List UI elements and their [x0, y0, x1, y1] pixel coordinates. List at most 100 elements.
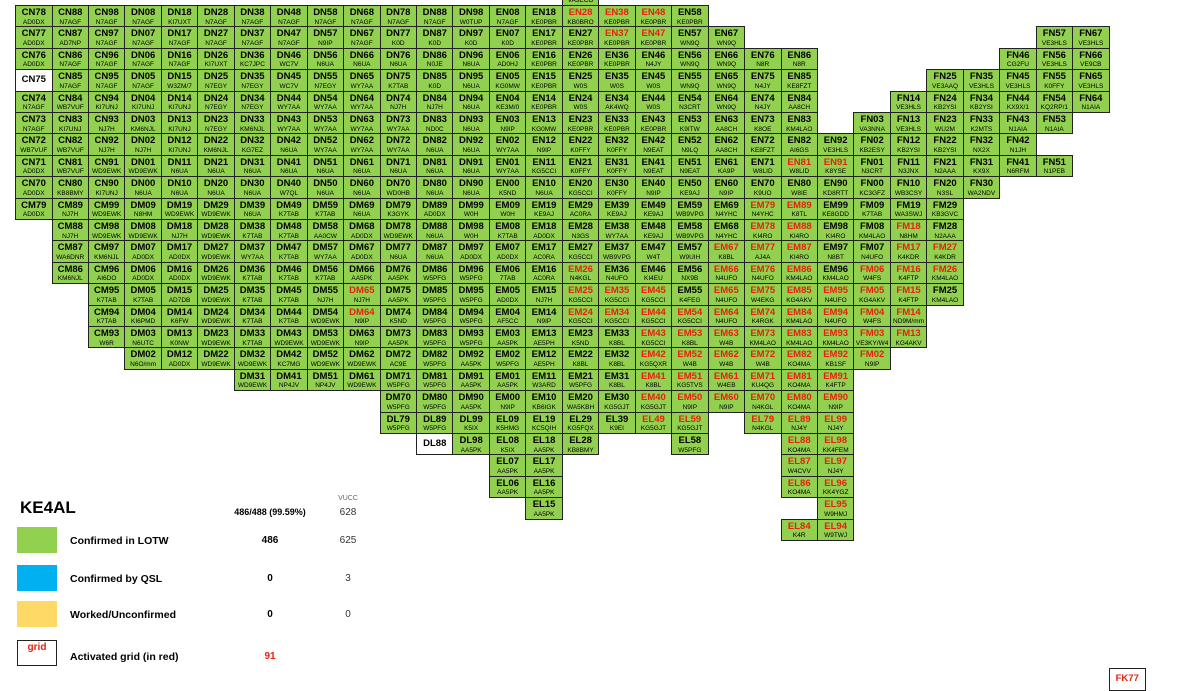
grid-cell: FM09 K7TAB: [853, 197, 891, 220]
grid-callsign: K7TAB: [278, 318, 299, 326]
grid-square: CM97: [93, 242, 120, 254]
grid-square: DM78: [385, 221, 411, 232]
grid-square: DN73: [386, 114, 411, 125]
grid-square: EN34: [605, 92, 629, 104]
grid-callsign: N4UFO: [715, 275, 738, 283]
grid-cell: EL17 AA5PK: [525, 454, 563, 477]
grid-cell: FN66 VE9CB: [1072, 47, 1110, 71]
grid-cell: EM35 KG5CCI: [598, 283, 636, 306]
grid-cell: EN51 N9EAT: [671, 154, 709, 178]
grid-callsign: N7AGF: [241, 39, 264, 47]
grid-cell: EM36 N4UFO: [598, 261, 636, 285]
grid-callsign: N7AGF: [132, 61, 154, 69]
grid-square: EN74: [750, 92, 775, 104]
swatch-qsl: [17, 565, 57, 591]
grid-cell: CN85 N7AGF: [51, 69, 89, 92]
grid-cell: DM91 AA5PK: [452, 368, 490, 392]
grid-callsign: WD9EWK: [310, 318, 340, 326]
grid-cell: CM96 AI6DO: [87, 261, 126, 285]
legend-vucc-worked: 0: [345, 609, 351, 620]
grid-square: EM93: [823, 328, 849, 339]
grid-cell: DM34 K7TAB: [233, 304, 272, 327]
grid-cell: CM88 NJ7H: [51, 219, 89, 242]
grid-cell: DM68 AD0DX: [343, 219, 381, 242]
grid-cell: EM27 KG5CCI: [561, 240, 600, 263]
grid-cell: EM08 K7TAB: [488, 219, 527, 242]
grid-cell: DN47 N7AGF: [270, 26, 308, 49]
grid-square: DN24: [203, 92, 229, 104]
grid-callsign: NP4JV: [315, 382, 336, 390]
grid-square: EN13: [532, 114, 556, 125]
grid-cell: FN53 N1AIA: [1035, 112, 1074, 135]
grid-cell: DN07 N7AGF: [124, 26, 162, 49]
grid-square: CN77: [21, 28, 46, 40]
grid-square: FN54: [1042, 92, 1066, 104]
grid-square: DN31: [240, 156, 265, 168]
grid-callsign: WB7VUF: [56, 146, 84, 154]
grid-callsign: N7AGF: [95, 82, 118, 90]
grid-cell: DN20 N6UA: [197, 176, 235, 199]
grid-callsign: N9IP: [536, 146, 552, 154]
grid-square: DM35: [239, 285, 266, 297]
grid-cell: DM48 K7TAB: [270, 219, 308, 242]
grid-callsign: K0FFY: [570, 146, 591, 154]
grid-square: FN65: [1079, 71, 1103, 83]
grid-square: EM64: [713, 306, 739, 318]
grid-square: DM88: [422, 221, 448, 232]
grid-square: EM57: [677, 242, 703, 254]
grid-square: EM74: [750, 306, 776, 318]
legend-label-qsl: Confirmed by QSL: [70, 573, 163, 585]
grid-callsign: W5PFG: [568, 382, 593, 390]
grid-cell: EM14 N9IP: [525, 304, 563, 327]
grid-cell: DN90 N6UA: [452, 176, 490, 199]
grid-callsign: N7AGF: [314, 18, 337, 26]
grid-square: DN47: [276, 28, 302, 40]
grid-cell: FN33 K2MTS: [962, 112, 1001, 135]
grid-callsign: AA5PK: [387, 296, 409, 304]
grid-cell: EM17 AC0RA: [525, 240, 563, 263]
grid-callsign: N4UFO: [751, 275, 774, 283]
grid-callsign: K0FFY: [1044, 82, 1065, 90]
grid-callsign: KG5CCI: [641, 339, 666, 347]
grid-callsign: WD9EWK: [383, 232, 413, 240]
grid-callsign: KI7UNJ: [168, 146, 191, 154]
grid-square: DM03: [130, 328, 156, 339]
grid-cell: DM70 W5PFG: [379, 390, 417, 413]
grid-cell: EM03 AA5PK: [488, 326, 527, 349]
grid-cell: CM79 AD0DX: [15, 197, 53, 220]
grid-square: DM38: [239, 221, 266, 232]
grid-square: EL29: [569, 413, 592, 425]
grid-callsign: KE0PBR: [531, 104, 557, 112]
grid-square: CN78: [21, 7, 46, 18]
grid-callsign: WB7VUF: [56, 104, 84, 112]
grid-cell: EN66 WN9Q: [707, 47, 746, 71]
grid-square: CN95: [94, 71, 119, 83]
grid-square: EM92: [823, 349, 849, 361]
grid-callsign: W5PFG: [423, 296, 447, 304]
grid-square: EM26: [568, 263, 593, 275]
grid-square: EM46: [641, 263, 666, 275]
grid-square: DN68: [349, 7, 374, 18]
grid-square: EN40: [641, 178, 666, 190]
grid-callsign: K0D: [464, 39, 478, 47]
grid-square: CM79: [21, 199, 47, 211]
grid-square: EL28: [569, 435, 592, 446]
grid-square: DM79: [385, 199, 411, 211]
grid-square: EN83: [787, 114, 812, 125]
grid-callsign: WY7AA: [605, 232, 629, 240]
grid-cell: FN55 K0FFY: [1035, 69, 1074, 92]
grid-cell: EN21 K0FFY: [561, 154, 600, 178]
grid-square: DM59: [312, 199, 339, 211]
grid-callsign: KM4LAO: [749, 339, 776, 347]
grid-callsign: VE3HLS: [968, 82, 994, 90]
grid-cell: EN52 N9LQ: [671, 133, 709, 156]
grid-square: EM08: [495, 221, 521, 232]
grid-callsign: NJ7H: [98, 125, 115, 133]
grid-cell: DM53 WD9EWK: [306, 326, 345, 349]
grid-callsign: K8BL: [572, 360, 589, 368]
grid-square: EN17: [532, 28, 556, 40]
grid-callsign: N9IP: [646, 189, 661, 197]
grid-square: EM82: [786, 349, 812, 361]
grid-square: DM69: [349, 199, 375, 211]
grid-cell: EN08 N7AGF: [488, 5, 527, 28]
